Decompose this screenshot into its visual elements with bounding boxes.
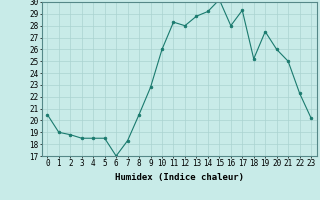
X-axis label: Humidex (Indice chaleur): Humidex (Indice chaleur) xyxy=(115,173,244,182)
